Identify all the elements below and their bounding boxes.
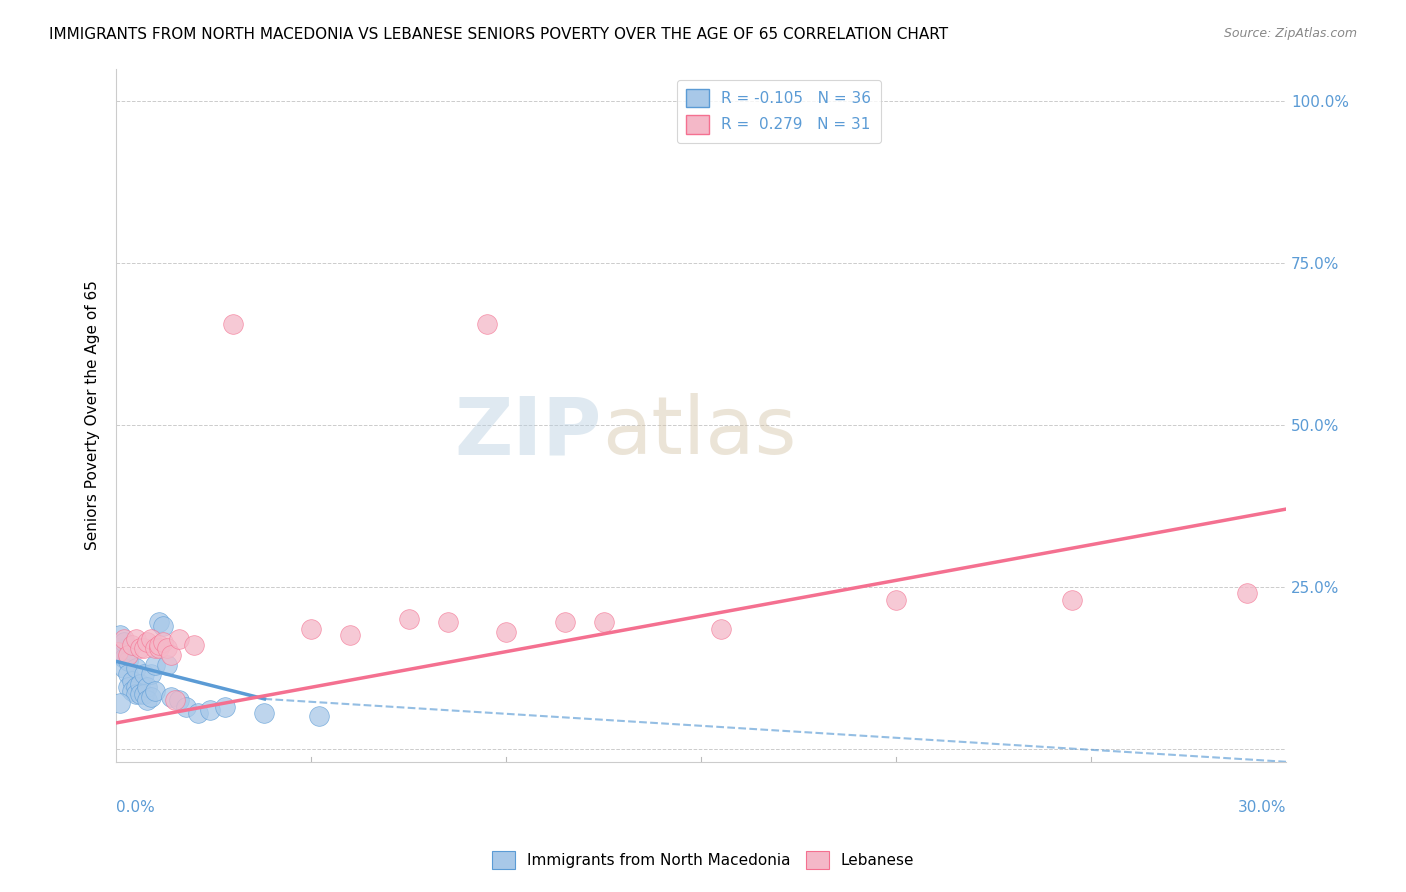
Point [121, 638, 143, 652]
Point [339, 628, 361, 642]
Point [112, 635, 135, 649]
Point [117, 648, 139, 662]
Point [141, 632, 163, 646]
Point [148, 638, 170, 652]
Point [136, 693, 159, 707]
Point [108, 648, 131, 662]
Point [436, 615, 458, 630]
Point [167, 632, 190, 646]
Point [222, 318, 245, 332]
Point [143, 657, 166, 672]
Point [125, 680, 148, 694]
Point [117, 654, 139, 668]
Point [117, 667, 139, 681]
Text: ZIP: ZIP [454, 393, 602, 472]
Point [108, 628, 131, 642]
Text: 0.0%: 0.0% [117, 800, 155, 815]
Point [152, 618, 174, 632]
Text: 30.0%: 30.0% [1237, 800, 1286, 815]
Y-axis label: Seniors Poverty Over the Age of 65: Seniors Poverty Over the Age of 65 [86, 280, 100, 550]
Point [253, 706, 276, 721]
Point [156, 657, 179, 672]
Point [125, 632, 148, 646]
Point [141, 667, 163, 681]
Point [299, 622, 322, 636]
Point [121, 673, 143, 688]
Point [107, 641, 129, 656]
Point [148, 641, 170, 656]
Point [132, 667, 155, 681]
Point [176, 699, 198, 714]
Text: IMMIGRANTS FROM NORTH MACEDONIA VS LEBANESE SENIORS POVERTY OVER THE AGE OF 65 C: IMMIGRANTS FROM NORTH MACEDONIA VS LEBAN… [49, 27, 948, 42]
Point [136, 680, 159, 694]
Point [141, 690, 163, 704]
Point [554, 615, 576, 630]
Point [167, 693, 190, 707]
Point [160, 648, 183, 662]
Point [125, 661, 148, 675]
Point [183, 638, 205, 652]
Point [152, 635, 174, 649]
Text: atlas: atlas [602, 393, 796, 472]
Legend: R = -0.105   N = 36, R =  0.279   N = 31: R = -0.105 N = 36, R = 0.279 N = 31 [678, 79, 880, 143]
Point [121, 683, 143, 698]
Point [163, 693, 186, 707]
Point [884, 592, 907, 607]
Point [112, 661, 135, 675]
Point [128, 687, 150, 701]
Point [398, 612, 420, 626]
Point [107, 645, 129, 659]
Point [592, 615, 614, 630]
Point [214, 699, 236, 714]
Point [198, 703, 221, 717]
Text: Source: ZipAtlas.com: Source: ZipAtlas.com [1223, 27, 1357, 40]
Point [1236, 586, 1258, 600]
Legend: Immigrants from North Macedonia, Lebanese: Immigrants from North Macedonia, Lebanes… [485, 845, 921, 875]
Point [308, 709, 330, 723]
Point [143, 683, 166, 698]
Point [112, 632, 135, 646]
Point [128, 677, 150, 691]
Point [475, 318, 498, 332]
Point [187, 706, 209, 721]
Point [108, 697, 131, 711]
Point [117, 680, 139, 694]
Point [112, 651, 135, 665]
Point [1060, 592, 1083, 607]
Point [143, 641, 166, 656]
Point [132, 641, 155, 656]
Point [128, 641, 150, 656]
Point [136, 635, 159, 649]
Point [495, 625, 517, 640]
Point [148, 615, 170, 630]
Point [156, 641, 179, 656]
Point [125, 687, 148, 701]
Point [132, 687, 155, 701]
Point [710, 622, 733, 636]
Point [160, 690, 183, 704]
